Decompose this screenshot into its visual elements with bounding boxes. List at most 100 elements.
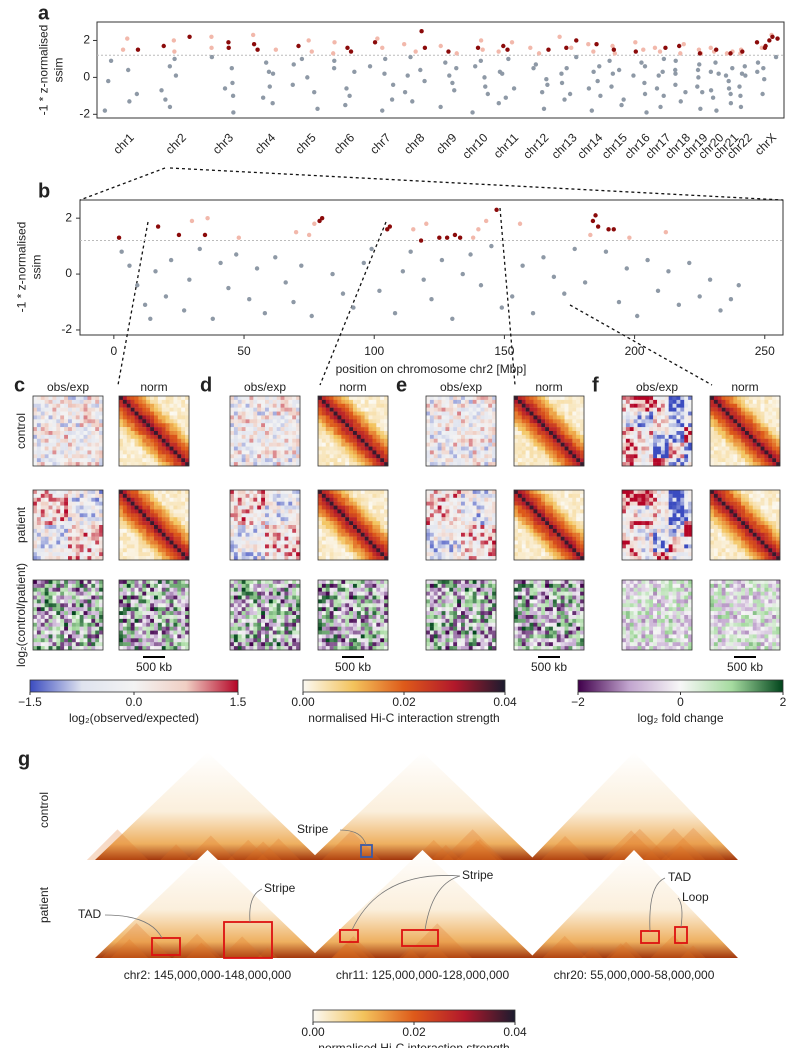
heatmap-cell bbox=[345, 541, 349, 545]
heatmap-cell bbox=[357, 408, 361, 412]
heatmap-cell bbox=[480, 509, 484, 513]
heatmap-cell bbox=[273, 396, 277, 400]
heatmap-cell bbox=[380, 458, 384, 462]
heatmap-cell bbox=[150, 544, 154, 548]
heatmap-cell bbox=[84, 548, 88, 552]
heatmap-cell bbox=[273, 646, 277, 650]
heatmap-cell bbox=[365, 541, 369, 545]
heatmap-cell bbox=[181, 646, 185, 650]
heatmap-cell bbox=[357, 548, 361, 552]
heatmap-cell bbox=[80, 498, 84, 502]
heatmap-cell bbox=[296, 627, 300, 631]
heatmap-cell bbox=[166, 634, 170, 638]
heatmap-cell bbox=[357, 634, 361, 638]
heatmap-cell bbox=[453, 529, 457, 533]
heatmap-cell bbox=[296, 450, 300, 454]
heatmap-cell bbox=[488, 415, 492, 419]
heatmap-cell bbox=[434, 494, 438, 498]
colorbar-tick-label: 0 bbox=[677, 695, 684, 709]
data-point bbox=[422, 79, 426, 83]
heatmap-cell bbox=[41, 408, 45, 412]
heatmap-cell bbox=[154, 502, 158, 506]
heatmap-cell bbox=[142, 627, 146, 631]
data-point bbox=[595, 79, 599, 83]
heatmap-cell bbox=[318, 506, 322, 510]
heatmap-cell bbox=[177, 412, 181, 416]
heatmap-cell bbox=[337, 490, 341, 494]
heatmap-cell bbox=[68, 556, 72, 560]
heatmap-cell bbox=[438, 513, 442, 517]
heatmap-cell bbox=[372, 423, 376, 427]
heatmap-cell bbox=[230, 419, 234, 423]
heatmap-cell bbox=[257, 502, 261, 506]
heatmap-cell bbox=[68, 490, 72, 494]
heatmap-cell bbox=[465, 490, 469, 494]
heatmap-cell bbox=[45, 454, 49, 458]
heatmap-cell bbox=[361, 419, 365, 423]
heatmap-cell bbox=[95, 447, 99, 451]
heatmap-cell bbox=[334, 580, 338, 584]
heatmap-cell bbox=[380, 490, 384, 494]
heatmap-cell bbox=[64, 619, 68, 623]
heatmap-cell bbox=[326, 443, 330, 447]
heatmap-cell bbox=[318, 443, 322, 447]
heatmap-cell bbox=[170, 634, 174, 638]
heatmap-cell bbox=[177, 525, 181, 529]
heatmap-cell bbox=[442, 439, 446, 443]
heatmap-cell bbox=[365, 439, 369, 443]
heatmap-cell bbox=[91, 396, 95, 400]
heatmap-cell bbox=[465, 415, 469, 419]
heatmap-cell bbox=[376, 588, 380, 592]
heatmap-cell bbox=[345, 447, 349, 451]
heatmap-cell bbox=[131, 423, 135, 427]
heatmap-cell bbox=[150, 634, 154, 638]
heatmap-cell bbox=[45, 603, 49, 607]
heatmap-cell bbox=[123, 454, 127, 458]
heatmap-cell bbox=[288, 607, 292, 611]
heatmap-cell bbox=[445, 517, 449, 521]
heatmap-cell bbox=[150, 396, 154, 400]
heatmap-cell bbox=[166, 400, 170, 404]
heatmap-cell bbox=[492, 443, 496, 447]
heatmap-cell bbox=[469, 423, 473, 427]
heatmap-cell bbox=[477, 400, 481, 404]
heatmap-cell bbox=[273, 521, 277, 525]
data-point bbox=[655, 86, 659, 90]
data-point bbox=[292, 62, 296, 66]
heatmap-cell bbox=[162, 435, 166, 439]
data-point bbox=[320, 216, 324, 220]
heatmap-cell bbox=[457, 439, 461, 443]
heatmap-cell bbox=[68, 533, 72, 537]
heatmap-cell bbox=[253, 533, 257, 537]
heatmap-cell bbox=[173, 599, 177, 603]
heatmap-cell bbox=[135, 431, 139, 435]
heatmap-cell bbox=[345, 533, 349, 537]
heatmap-cell bbox=[99, 537, 103, 541]
heatmap-cell bbox=[357, 447, 361, 451]
heatmap-cell bbox=[41, 592, 45, 596]
heatmap-cell bbox=[142, 494, 146, 498]
heatmap-cell bbox=[230, 408, 234, 412]
heatmap-cell bbox=[76, 396, 80, 400]
heatmap-cell bbox=[461, 447, 465, 451]
heatmap-cell bbox=[277, 419, 281, 423]
heatmap-cell bbox=[434, 509, 438, 513]
heatmap-cell bbox=[234, 642, 238, 646]
heatmap-cell bbox=[372, 521, 376, 525]
heatmap-cell bbox=[269, 623, 273, 627]
heatmap-cell bbox=[52, 638, 56, 642]
heatmap-cell bbox=[142, 450, 146, 454]
heatmap-cell bbox=[60, 513, 64, 517]
heatmap-cell bbox=[322, 529, 326, 533]
heatmap-cell bbox=[41, 588, 45, 592]
heatmap-cell bbox=[438, 552, 442, 556]
heatmap-cell bbox=[269, 439, 273, 443]
heatmap-cell bbox=[95, 642, 99, 646]
heatmap-cell bbox=[365, 603, 369, 607]
heatmap-cell bbox=[138, 521, 142, 525]
heatmap-cell bbox=[376, 450, 380, 454]
heatmap-cell bbox=[166, 439, 170, 443]
heatmap-cell bbox=[357, 490, 361, 494]
heatmap-cell bbox=[131, 603, 135, 607]
heatmap-cell bbox=[80, 548, 84, 552]
